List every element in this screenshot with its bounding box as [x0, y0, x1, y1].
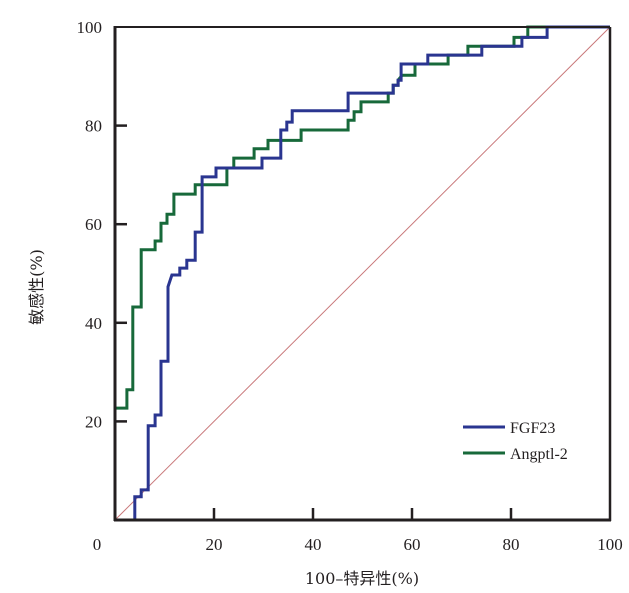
x-tick-label: 0	[93, 535, 102, 554]
x-ticks: 0 20 40 60 80 100	[93, 508, 623, 554]
series-line-angptl-2	[113, 25, 610, 520]
series-line-fgf23	[115, 25, 610, 522]
legend-label: Angptl-2	[510, 446, 568, 463]
legend-label: FGF23	[510, 420, 555, 437]
x-tick-label: 40	[305, 535, 322, 554]
y-axis-title: 敏感性(%)	[27, 249, 46, 325]
y-tick-label: 20	[85, 412, 102, 431]
series-layer	[113, 25, 610, 522]
y-tick-label: 40	[85, 314, 102, 333]
y-tick-label: 80	[85, 117, 102, 136]
x-tick-label: 80	[503, 535, 520, 554]
x-axis-title: 100–特异性(%)	[305, 569, 419, 588]
y-tick-label: 60	[85, 215, 102, 234]
reference-diagonal-line	[114, 26, 611, 521]
x-tick-label: 60	[404, 535, 421, 554]
plot-frame	[113, 26, 612, 522]
y-ticks: 20 40 60 80 100	[77, 18, 127, 431]
x-tick-label: 20	[206, 535, 223, 554]
legend: FGF23 Angptl-2	[463, 420, 568, 463]
x-tick-label: 100	[597, 535, 623, 554]
y-tick-label: 100	[77, 18, 103, 37]
